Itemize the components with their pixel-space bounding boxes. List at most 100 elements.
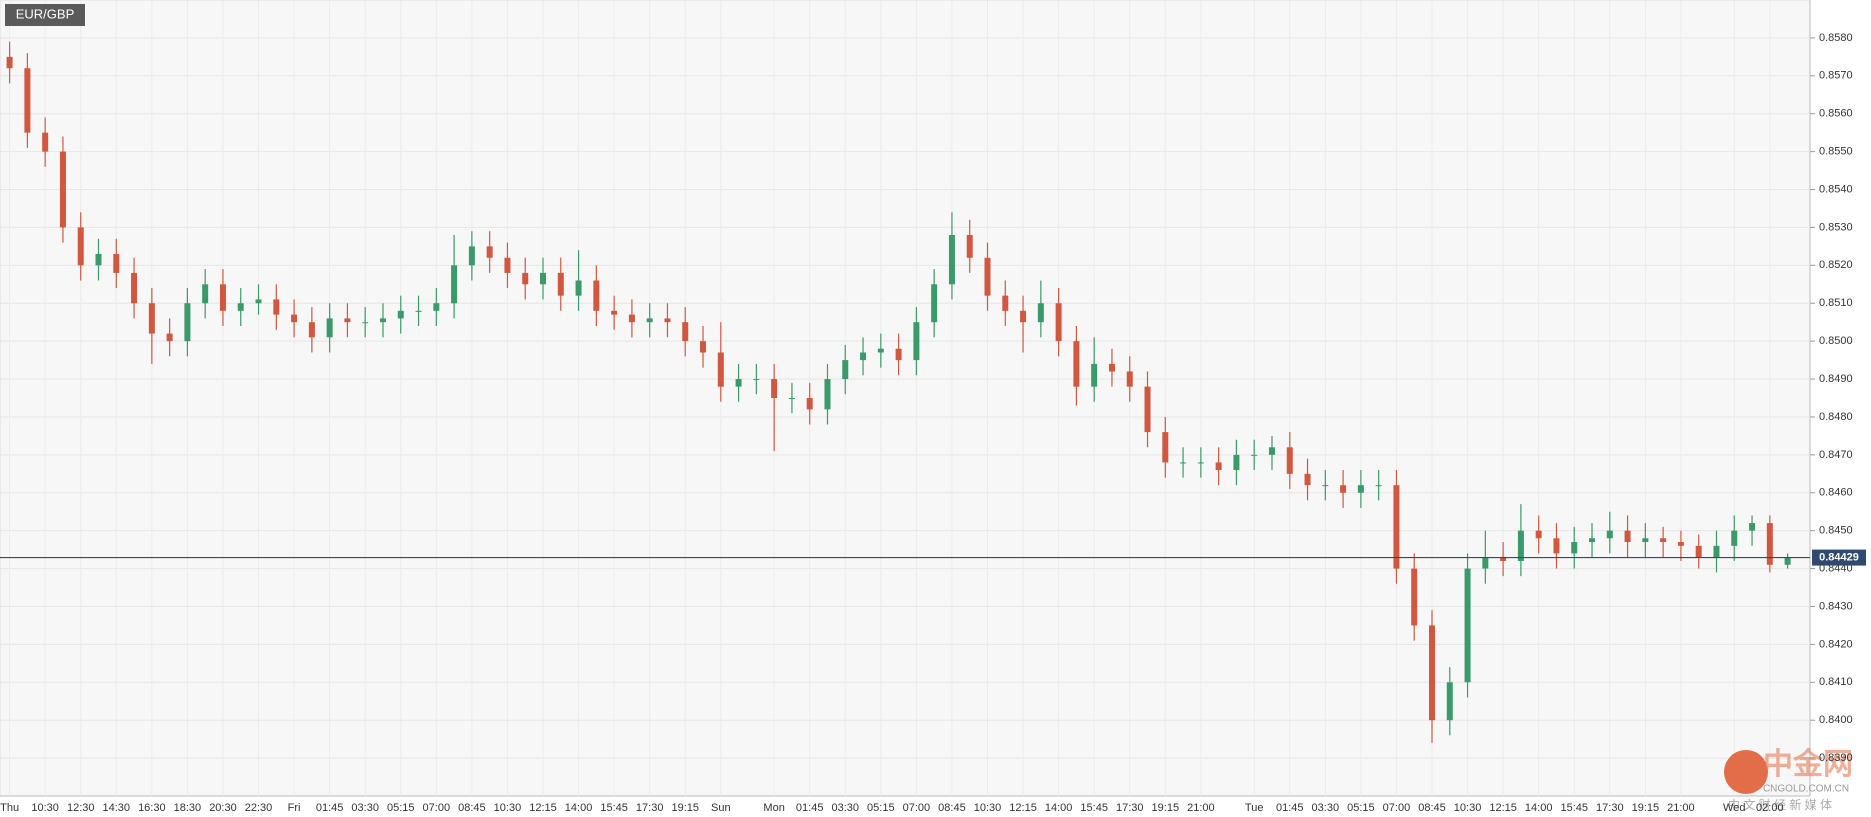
- candle-body: [860, 352, 867, 361]
- candle-body: [1535, 530, 1542, 539]
- x-tick-label: 03:30: [831, 802, 859, 814]
- x-tick-label: 07:00: [903, 802, 931, 814]
- candle-body: [1713, 545, 1720, 558]
- candle-body: [1108, 363, 1115, 372]
- x-tick-label: 08:45: [458, 802, 486, 814]
- candle-body: [948, 235, 955, 285]
- candle-body: [1642, 538, 1649, 543]
- y-tick-label: 0.8490: [1819, 373, 1853, 385]
- candle-body: [397, 310, 404, 319]
- candle-body: [451, 265, 458, 304]
- candle-body: [1304, 473, 1311, 486]
- candle-body: [184, 303, 191, 342]
- candle-body: [1624, 530, 1631, 543]
- y-tick-label: 0.8420: [1819, 638, 1853, 650]
- watermark-tagline: 中 文 财 经 新 媒 体: [1728, 797, 1832, 812]
- candle-body: [664, 318, 671, 323]
- candle-body: [540, 272, 546, 285]
- x-tick-label: 12:15: [1489, 802, 1517, 814]
- candle-body: [308, 322, 315, 338]
- candle-body: [131, 272, 138, 304]
- candle-body: [59, 151, 66, 228]
- price-label: 0.84429: [1819, 551, 1859, 563]
- y-tick-label: 0.8510: [1819, 297, 1853, 309]
- candle-body: [1553, 538, 1560, 554]
- candle-body: [504, 257, 511, 273]
- y-tick-label: 0.8460: [1819, 487, 1853, 499]
- candles: [6, 41, 1791, 743]
- y-tick-label: 0.8580: [1819, 32, 1853, 44]
- y-tick-label: 0.8390: [1819, 752, 1853, 764]
- candle-body: [575, 280, 582, 296]
- x-tick-label: Fri: [288, 802, 301, 814]
- candle-body: [700, 341, 707, 353]
- candle-body: [913, 322, 920, 361]
- x-tick-label: Wed: [1723, 802, 1745, 814]
- candle-body: [1197, 462, 1204, 464]
- x-tick-label: 15:45: [1560, 802, 1588, 814]
- candle-body: [148, 303, 155, 334]
- x-tick-label: Tue: [1245, 802, 1264, 814]
- candle-body: [984, 257, 991, 296]
- candle-body: [1002, 295, 1009, 311]
- candle-body: [291, 314, 298, 323]
- candle-body: [326, 318, 333, 338]
- candle-body: [1055, 303, 1062, 342]
- x-tick-label: 03:30: [351, 802, 379, 814]
- candle-body: [1091, 363, 1098, 387]
- y-tick-label: 0.8570: [1819, 70, 1853, 82]
- x-tick-label: 01:45: [316, 802, 344, 814]
- candle-body: [379, 318, 386, 323]
- candle-body: [1126, 371, 1133, 387]
- x-tick-label: 16:30: [138, 802, 166, 814]
- x-tick-label: Thu: [0, 802, 19, 814]
- candle-body: [1731, 530, 1738, 546]
- candle-body: [1251, 454, 1258, 456]
- x-tick-label: 01:45: [796, 802, 824, 814]
- x-tick-label: 07:00: [1383, 802, 1411, 814]
- candle-body: [806, 398, 813, 410]
- candle-body: [237, 303, 244, 311]
- candle-body: [1429, 625, 1435, 721]
- candle-body: [1233, 454, 1240, 471]
- candle-body: [735, 379, 742, 387]
- candle-body: [717, 352, 724, 387]
- candle-body: [1749, 523, 1756, 531]
- x-tick-label: Sun: [711, 802, 731, 814]
- candle-body: [1144, 386, 1151, 433]
- candle-body: [1571, 542, 1578, 554]
- candle-body: [842, 360, 849, 380]
- x-tick-label: 02:00: [1756, 802, 1784, 814]
- candle-body: [788, 398, 795, 399]
- x-tick-label: 17:30: [636, 802, 664, 814]
- candle-body: [42, 132, 49, 152]
- candle-body: [24, 68, 31, 133]
- candle-body: [1375, 485, 1382, 487]
- x-tick-label: 08:45: [1418, 802, 1446, 814]
- candle-body: [966, 235, 973, 258]
- candle-body: [1464, 568, 1471, 683]
- x-tick-label: 10:30: [1454, 802, 1482, 814]
- x-tick-label: 05:15: [387, 802, 415, 814]
- candle-body: [486, 246, 493, 258]
- watermark-logo: 中金网: [1763, 747, 1853, 781]
- x-tick-label: 21:00: [1667, 802, 1695, 814]
- x-tick-label: 19:15: [671, 802, 699, 814]
- candle-body: [1340, 485, 1347, 493]
- candle-body: [646, 318, 653, 323]
- candle-body: [753, 379, 760, 381]
- x-tick-label: 17:30: [1596, 802, 1624, 814]
- candle-body: [1784, 557, 1791, 565]
- candle-body: [95, 253, 102, 266]
- candle-body: [1073, 341, 1080, 387]
- candle-body: [1482, 557, 1489, 569]
- candle-body: [1322, 485, 1329, 487]
- candle-body: [1589, 538, 1596, 543]
- candle-body: [1411, 568, 1418, 626]
- candle-body: [1162, 432, 1169, 463]
- candle-body: [593, 280, 600, 311]
- candle-body: [1020, 310, 1027, 323]
- candle-body: [611, 310, 618, 315]
- candle-body: [1268, 447, 1275, 455]
- candle-body: [1660, 538, 1667, 543]
